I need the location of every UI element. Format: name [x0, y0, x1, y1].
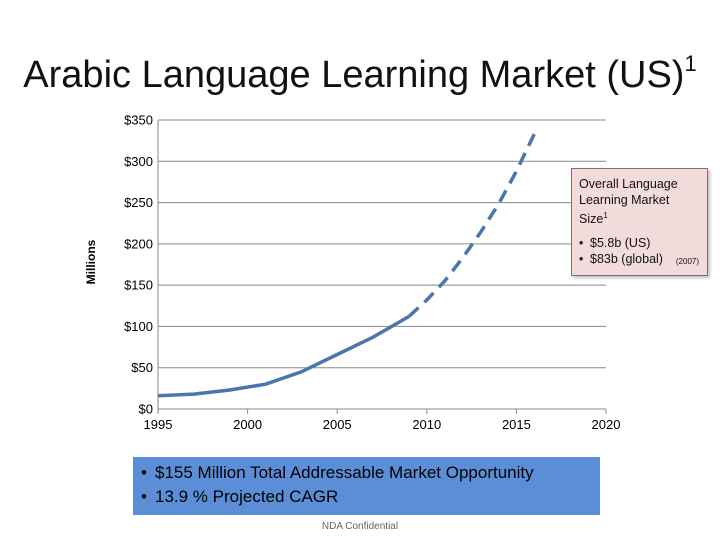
- x-tick-label: 2005: [323, 417, 352, 432]
- y-tick-label: $50: [131, 360, 153, 375]
- callout-heading: Overall Language Learning Market Size1: [579, 176, 701, 227]
- slide-title-superscript: 1: [684, 51, 697, 76]
- chart-series: [157, 133, 536, 398]
- y-tick-label: $200: [124, 236, 153, 251]
- y-tick-label: $150: [124, 278, 153, 293]
- callout-bullet-global: $83b (global): [579, 251, 701, 267]
- x-tick-label: 2010: [412, 417, 441, 432]
- y-axis-label: Millions: [84, 239, 98, 284]
- callout-heading-line2: Learning Market Size: [579, 193, 670, 226]
- x-tick-label: 1995: [144, 417, 173, 432]
- y-tick-label: $300: [124, 154, 153, 169]
- x-tick-label: 2000: [233, 417, 262, 432]
- market-size-callout: Overall Language Learning Market Size1 $…: [571, 168, 708, 276]
- slide-title: Arabic Language Learning Market (US)1: [0, 40, 720, 99]
- chart-tick-labels: $0 $50 $100 $150 $200 $250 $300 $350 1995 2000 200…: [124, 113, 620, 433]
- chart-axes: [157, 120, 607, 414]
- footer-confidential: NDA Confidential: [321, 521, 399, 532]
- y-tick-label: $0: [139, 402, 153, 417]
- y-tick-label: $350: [124, 113, 153, 128]
- slide-title-text: Arabic Language Learning Market (US): [23, 54, 685, 96]
- series-line-projected: [407, 133, 536, 318]
- summary-box: $155 Million Total Addressable Market Op…: [133, 457, 600, 515]
- summary-bullet-cagr: 13.9 % Projected CAGR: [141, 485, 600, 509]
- chart-gridlines: [158, 119, 606, 369]
- y-tick-label: $100: [124, 319, 153, 334]
- series-line-actual: [157, 314, 410, 398]
- callout-year: (2007): [675, 257, 699, 266]
- y-tick-label: $250: [124, 195, 153, 210]
- x-tick-label: 2020: [592, 417, 621, 432]
- callout-heading-line1: Overall Language: [579, 177, 678, 191]
- callout-heading-superscript: 1: [603, 211, 608, 220]
- summary-bullets: $155 Million Total Addressable Market Op…: [141, 461, 600, 509]
- x-tick-label: 2015: [502, 417, 531, 432]
- summary-bullet-tam: $155 Million Total Addressable Market Op…: [141, 461, 600, 485]
- callout-bullet-us: $5.8b (US): [579, 235, 701, 251]
- callout-bullets: $5.8b (US) $83b (global): [579, 235, 701, 267]
